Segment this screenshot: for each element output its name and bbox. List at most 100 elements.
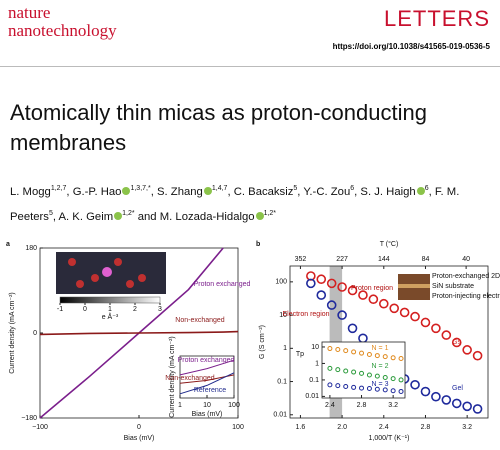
conjunction: and <box>137 210 157 223</box>
author-name: Y.-C. Zou <box>303 185 351 198</box>
author-name: S. Zhang <box>157 185 203 198</box>
data-point <box>337 282 347 292</box>
data-point <box>359 370 365 376</box>
data-point <box>306 278 316 289</box>
series-label: Reference <box>194 387 226 394</box>
x-axis-label: 1,000/T (K⁻¹) <box>369 435 410 442</box>
punct: , <box>354 185 358 198</box>
affiliation: 1,2* <box>122 209 135 217</box>
divider <box>0 66 500 67</box>
data-point <box>327 382 333 388</box>
data-point <box>441 330 452 340</box>
series-label: Non-exchanged <box>165 375 215 382</box>
data-point <box>398 377 404 383</box>
data-point <box>316 274 327 285</box>
data-point <box>398 388 404 394</box>
data-point <box>347 285 358 296</box>
affiliation: 1,2,7 <box>50 185 67 192</box>
affiliation: 1,3,7,* <box>130 185 151 192</box>
data-point <box>451 337 462 348</box>
data-point <box>343 348 349 354</box>
punct: , <box>297 185 301 198</box>
y-axis-label: Current density (mA cm⁻²) <box>9 292 16 374</box>
data-point <box>374 386 380 392</box>
data-point <box>390 376 396 382</box>
y-tick-label: 10 <box>311 344 319 351</box>
y-tick-label: 0.01 <box>305 393 319 400</box>
data-point <box>399 307 410 318</box>
data-point <box>382 354 388 360</box>
data-point <box>358 290 368 300</box>
data-point <box>420 386 431 397</box>
data-point <box>326 278 337 289</box>
device-layer <box>398 284 430 288</box>
series-line <box>39 330 239 336</box>
data-point <box>398 355 404 361</box>
orcid-icon <box>122 186 131 195</box>
data-point <box>472 404 483 414</box>
x2-tick-label: 227 <box>336 256 348 263</box>
data-point <box>366 386 372 392</box>
orcid-icon <box>255 211 264 220</box>
series-label: N = 1 <box>372 345 389 352</box>
colorbar-tick-label: 2 <box>133 306 137 313</box>
punct: , <box>150 185 154 198</box>
data-point <box>359 350 365 356</box>
title: Atomically thin micas as proton-conducti… <box>10 100 427 155</box>
data-point <box>368 294 379 305</box>
y-tick-label: 180 <box>25 245 37 252</box>
data-point <box>451 398 462 409</box>
author-name: C. Bacaksiz <box>233 185 294 198</box>
punct: , <box>428 185 432 198</box>
data-point <box>378 298 389 309</box>
data-point <box>343 383 349 389</box>
punct: , <box>227 185 231 198</box>
affiliation: 6 <box>424 185 429 192</box>
y-tick-label: 100 <box>275 279 287 286</box>
data-point <box>382 387 388 393</box>
series-label: Gs <box>452 339 461 346</box>
series-label: Non-exchanged <box>175 317 225 324</box>
annotation: Proton-exchanged 2D mica <box>432 273 500 280</box>
author-name: S. J. Haigh <box>360 185 416 198</box>
data-point <box>410 311 420 322</box>
data-point <box>366 372 372 378</box>
annotation: Proton-injecting electrode <box>432 293 500 300</box>
author-name: M. Lozada-Hidalgo <box>159 210 255 223</box>
x-tick-label: 2.4 <box>325 402 335 409</box>
x-tick-label: 3.2 <box>462 424 472 431</box>
affiliation: 5 <box>48 209 53 217</box>
punct: , <box>66 185 70 198</box>
journal-line: nature <box>8 3 51 22</box>
data-point <box>316 290 327 300</box>
orcid-icon <box>203 186 212 195</box>
data-point <box>420 317 431 328</box>
x-tick-label: 10 <box>203 402 211 409</box>
y-tick-label: 1 <box>315 360 319 367</box>
author-name: L. Mogg <box>10 185 51 198</box>
data-point <box>390 388 396 394</box>
y-tick-label: 0.1 <box>309 377 319 384</box>
data-point <box>351 349 357 355</box>
y-tick-label: 0 <box>33 330 37 337</box>
y-tick-label: 10 <box>279 312 287 319</box>
orcid-icon <box>416 186 425 195</box>
journal: nature nanotechnology <box>8 4 117 40</box>
x2-tick-label: 40 <box>462 256 470 263</box>
affiliation: 6 <box>350 185 355 192</box>
x-tick-label: 1 <box>178 402 182 409</box>
colorbar <box>59 296 161 304</box>
x-tick-label: 0 <box>137 424 141 431</box>
series-label: N = 3 <box>372 381 389 388</box>
author-name: A. K. Geim <box>58 210 114 223</box>
annotation: SiN substrate <box>432 283 474 290</box>
x2-tick-label: 144 <box>378 256 390 263</box>
doi[interactable]: https://doi.org/10.1038/s41565-019-0536-… <box>332 42 490 51</box>
x-tick-label: 2.8 <box>421 424 431 431</box>
y-axis-label: Current density (mA cm⁻²) <box>169 336 176 418</box>
x-axis-label: Bias (mV) <box>192 411 223 418</box>
x-tick-label: 100 <box>232 424 244 431</box>
affiliation: 1,2* <box>263 209 277 217</box>
y-tick-label: 0.1 <box>277 378 287 385</box>
data-point <box>335 367 341 373</box>
